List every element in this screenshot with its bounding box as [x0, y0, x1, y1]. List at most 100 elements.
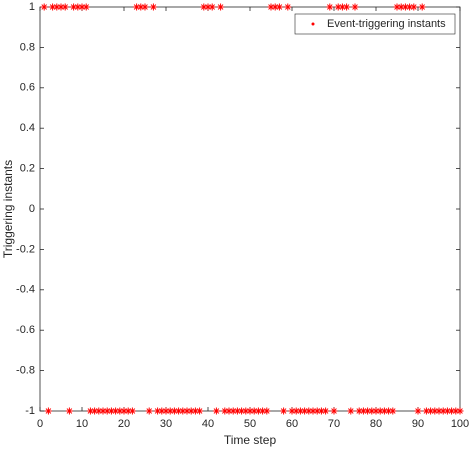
point [263, 407, 271, 415]
point [359, 407, 367, 415]
point [317, 407, 325, 415]
point [44, 407, 52, 415]
point [376, 407, 384, 415]
point [187, 407, 195, 415]
point [145, 407, 153, 415]
point [196, 407, 204, 415]
y-tick-label: -1 [25, 405, 35, 417]
x-tick-label: 0 [37, 418, 43, 430]
point [124, 407, 132, 415]
point [200, 3, 208, 11]
point [275, 3, 283, 11]
x-tick-label: 40 [202, 418, 214, 430]
point [91, 407, 99, 415]
y-tick-label: 0.6 [20, 82, 35, 94]
point [267, 3, 275, 11]
point [208, 3, 216, 11]
point [242, 407, 250, 415]
point [259, 407, 267, 415]
point [443, 407, 451, 415]
point [112, 407, 120, 415]
y-tick-label: -0.2 [16, 243, 35, 255]
point [120, 407, 128, 415]
point [380, 407, 388, 415]
x-tick-label: 30 [160, 418, 172, 430]
legend-marker [311, 22, 315, 26]
y-tick-label: 0.8 [20, 41, 35, 53]
point [238, 407, 246, 415]
x-tick-label: 100 [451, 418, 469, 430]
point [385, 407, 393, 415]
point [162, 407, 170, 415]
point [347, 407, 355, 415]
point [179, 407, 187, 415]
point [364, 407, 372, 415]
point [65, 407, 73, 415]
point [86, 407, 94, 415]
point [116, 407, 124, 415]
point [288, 407, 296, 415]
point [305, 407, 313, 415]
x-tick-label: 90 [412, 418, 424, 430]
point [49, 3, 57, 11]
point [175, 407, 183, 415]
point [351, 3, 359, 11]
point [322, 407, 330, 415]
point [70, 3, 78, 11]
y-tick-label: -0.8 [16, 365, 35, 377]
point [301, 407, 309, 415]
y-tick-label: -0.6 [16, 324, 35, 336]
y-tick-label: 1 [29, 1, 35, 13]
point [410, 3, 418, 11]
point [74, 3, 82, 11]
point [406, 3, 414, 11]
point [133, 3, 141, 11]
point [313, 407, 321, 415]
y-tick-label: 0 [29, 203, 35, 215]
point [372, 407, 380, 415]
point [141, 3, 149, 11]
point [343, 3, 351, 11]
plot-box [39, 6, 461, 412]
point [57, 3, 65, 11]
point [431, 407, 439, 415]
point [456, 407, 464, 415]
point [422, 407, 430, 415]
point [452, 407, 460, 415]
point [53, 3, 61, 11]
y-axis-label: Triggering instants [1, 160, 15, 258]
point [233, 407, 241, 415]
point [296, 407, 304, 415]
point [393, 3, 401, 11]
point [217, 3, 225, 11]
point [191, 407, 199, 415]
point [40, 3, 48, 11]
point [183, 407, 191, 415]
point [334, 3, 342, 11]
point [448, 407, 456, 415]
x-tick-label: 10 [76, 418, 88, 430]
x-tick-label: 20 [118, 418, 130, 430]
x-tick-label: 80 [370, 418, 382, 430]
point [280, 407, 288, 415]
x-tick-label: 50 [244, 418, 256, 430]
point [338, 3, 346, 11]
point [154, 407, 162, 415]
point [435, 407, 443, 415]
x-axis-label: Time step [224, 433, 277, 447]
point [99, 407, 107, 415]
point [397, 3, 405, 11]
point [166, 407, 174, 415]
y-tick-label: 0.4 [20, 122, 35, 134]
point [309, 407, 317, 415]
point [401, 3, 409, 11]
point [418, 3, 426, 11]
y-tick-label: 0.2 [20, 163, 35, 175]
point [128, 407, 136, 415]
point [414, 407, 422, 415]
point [170, 407, 178, 415]
point [61, 3, 69, 11]
point [326, 3, 334, 11]
